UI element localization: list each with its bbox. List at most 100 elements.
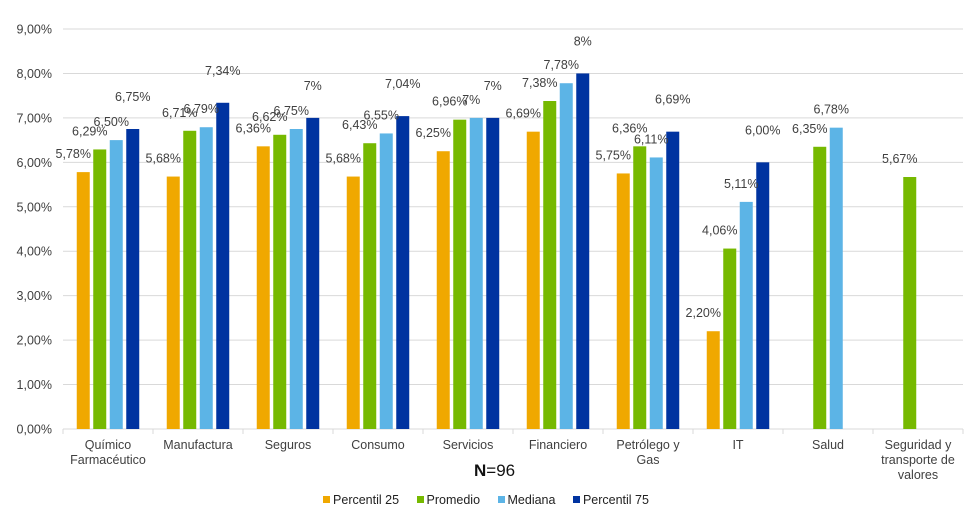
bar-percentil-25 [616, 173, 630, 429]
x-category-line: Manufactura [163, 438, 233, 452]
y-tick-label: 2,00% [17, 334, 52, 348]
bar-promedio [543, 101, 557, 429]
data-label: 6.55% [364, 108, 399, 122]
data-label: 6,75% [115, 90, 150, 104]
data-label: 6,36% [612, 121, 647, 135]
bar-promedio [93, 149, 107, 429]
legend-swatch [497, 496, 505, 503]
bar-percentil-75 [216, 102, 230, 430]
data-label: 6,69% [506, 107, 541, 121]
bar-mediana [289, 129, 303, 429]
data-label: 6,11% [634, 132, 669, 146]
legend-swatch [323, 496, 331, 503]
data-label: 7,78% [544, 58, 579, 72]
y-tick-label: 8,00% [17, 67, 52, 81]
x-category-label: Petrólego y Gas [616, 438, 680, 467]
legend-label: Percentil 75 [582, 493, 649, 507]
legend-swatch [572, 496, 580, 503]
sample-size-n: N [474, 461, 487, 480]
bar-percentil-25 [76, 172, 90, 429]
bar-promedio [363, 143, 377, 429]
bar-percentil-75 [666, 131, 680, 429]
y-tick-label: 5,00% [17, 200, 52, 214]
x-category-line: Consumo [351, 438, 405, 452]
bar-promedio [633, 146, 647, 430]
x-category-line: valores [898, 468, 938, 482]
data-label: 6,62% [252, 110, 287, 124]
y-tick-label: 9,00% [17, 23, 52, 37]
bar-mediana [379, 133, 393, 429]
bar-mediana [649, 157, 663, 429]
data-label: 6,36% [236, 121, 271, 135]
bar-percentil-75 [396, 116, 410, 429]
bar-percentil-25 [526, 131, 540, 429]
x-category-line: Salud [812, 438, 844, 452]
bar-mediana [199, 127, 213, 429]
bar-percentil-25 [436, 151, 450, 429]
bar-promedio [453, 119, 467, 430]
legend-item-promedio: Promedio [416, 493, 481, 507]
data-labels: 5,78% 5,68% 6,36% 5,68% 6,25% 6,69% 5,75% 2,20%… [56, 34, 918, 320]
bar-promedio [903, 177, 917, 429]
legend-item-mediana: Mediana [497, 493, 556, 507]
data-label: 6,50% [94, 115, 129, 129]
data-label: 6,43% [342, 118, 377, 132]
x-category-line: Financiero [529, 438, 587, 452]
x-category-label: Manufactura [163, 438, 233, 452]
data-label: 6,96% [432, 95, 467, 109]
legend-label: Percentil 25 [333, 493, 400, 507]
data-label: 7,04% [385, 77, 420, 91]
data-label: 6,00% [745, 123, 780, 137]
x-category-line: Seguros [265, 438, 312, 452]
legend-label: Promedio [426, 493, 481, 507]
y-tick-label: 0,00% [17, 423, 52, 437]
y-tick-label: 7,00% [17, 111, 52, 125]
bar-percentil-75 [306, 117, 320, 429]
bar-percentil-25 [166, 176, 180, 429]
data-label: 6,69% [655, 93, 690, 107]
x-category-label: Consumo [351, 438, 405, 452]
x-category-label: Seguros [265, 438, 312, 452]
data-label: 4,06% [702, 224, 737, 238]
data-label: 5,68% [326, 152, 361, 166]
legend-label: Mediana [507, 493, 556, 507]
y-axis-ticks: 0,00% 1,00% 2,00% 3,00% 4,00% 5,00% 6,00% 7,00%… [17, 23, 52, 437]
bar-promedio [183, 130, 197, 429]
x-category-line: Petrólego y [616, 438, 680, 452]
data-label: 6,35% [792, 122, 827, 136]
bar-promedio [273, 134, 287, 429]
gridlines [62, 28, 964, 434]
x-category-label: Químico Farmacéutico [70, 438, 146, 467]
bar-percentil-75 [756, 162, 770, 430]
bar-percentil-25 [346, 176, 360, 429]
sample-size-annotation: N=96 [474, 461, 515, 481]
data-label: 6,25% [416, 126, 451, 140]
data-label: 8% [574, 34, 592, 48]
x-category-label: Seguridad y transporte de valores [881, 438, 955, 482]
legend-swatch [416, 496, 424, 503]
bar-percentil-75 [486, 117, 500, 429]
bar-percentil-75 [126, 129, 140, 429]
y-tick-label: 1,00% [17, 378, 52, 392]
data-label: 2,20% [686, 306, 721, 320]
x-category-line: IT [732, 438, 743, 452]
y-tick-label: 6,00% [17, 156, 52, 170]
data-label: 7% [484, 79, 502, 93]
data-label: 7,34% [205, 64, 240, 78]
x-category-label: Servicios [443, 438, 494, 452]
data-label: 6,79% [184, 102, 219, 116]
x-category-label: Financiero [529, 438, 587, 452]
bar-mediana [829, 127, 843, 430]
bar-promedio [723, 248, 737, 429]
legend-item-percentil-75: Percentil 75 [572, 493, 649, 507]
data-label: 5,68% [146, 152, 181, 166]
x-category-line: Químico [85, 438, 132, 452]
x-category-line: Seguridad y [885, 438, 952, 452]
legend: Percentil 25 Promedio Mediana Percentil … [0, 493, 972, 507]
data-label: 6,29% [72, 124, 107, 138]
data-label: 6,75% [274, 104, 309, 118]
data-label: 5,11% [724, 177, 759, 191]
x-category-line: Farmacéutico [70, 453, 146, 467]
x-category-line: transporte de [881, 453, 955, 467]
